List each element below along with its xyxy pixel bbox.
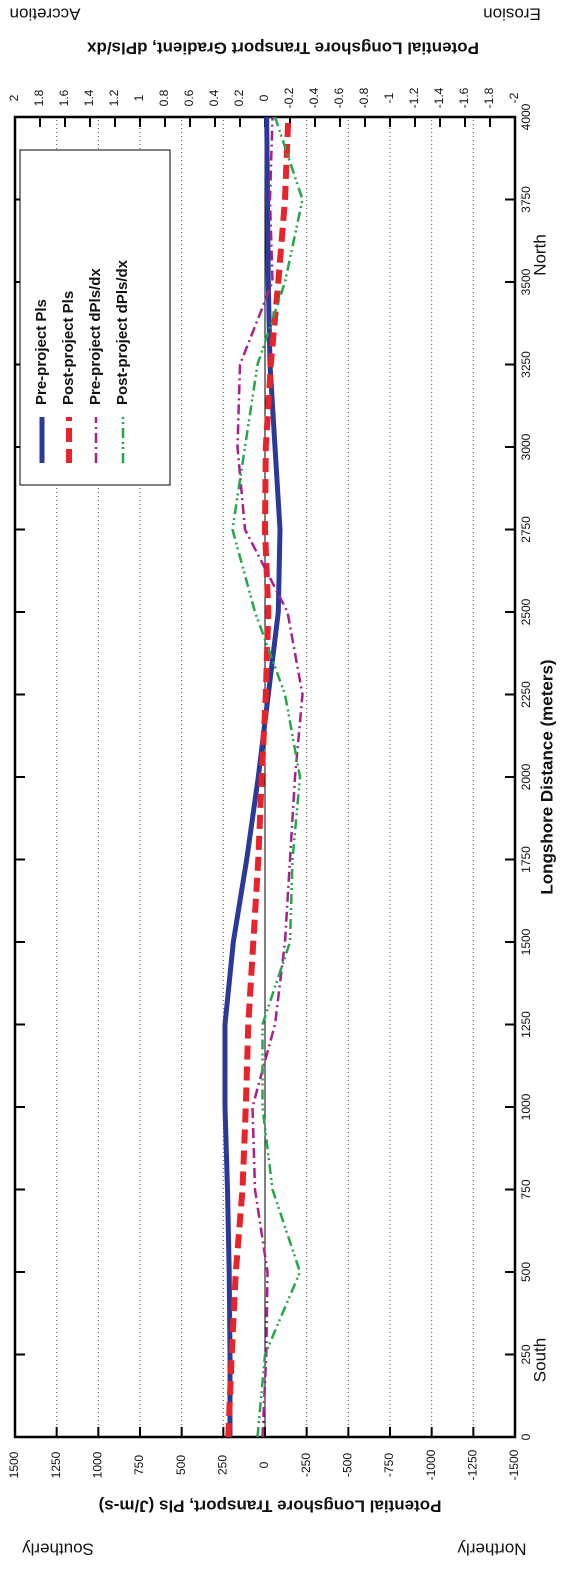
annotation: Accretion — [10, 5, 81, 24]
plot-border — [13, 115, 517, 1439]
annotation: Southerly — [22, 1540, 94, 1559]
y-tick-label: -250 — [299, 1453, 313, 1477]
y2-tick-label: 1.8 — [32, 89, 46, 106]
x-tick-label: 250 — [519, 1344, 533, 1364]
y2-tick-label: 0 — [257, 94, 271, 101]
y2-tick-label: 0.8 — [157, 89, 171, 106]
y2-tick-label: -1.4 — [432, 87, 446, 108]
legend-box — [19, 149, 171, 486]
y-tick-label: 0 — [257, 1461, 271, 1468]
x-axis-title: Longshore Distance (meters) — [537, 659, 556, 894]
y-tick-label: -750 — [382, 1453, 396, 1477]
series-line — [231, 116, 304, 1438]
y-tick-label: 500 — [174, 1455, 188, 1475]
y-tick-label: -1250 — [466, 1449, 480, 1480]
plot-frame: 1500 1250 1000 750 500 250 0 -250 -500 -750 -1000-… — [7, 87, 556, 1480]
x-tick-label: 3000 — [519, 433, 533, 460]
y-axis-title: Potential Longshore Transport, Pls (J/m-… — [99, 1497, 442, 1516]
y2-tick-label: -0.2 — [282, 87, 296, 108]
x-tick-label: 0 — [519, 1433, 533, 1440]
y-tick-label: -1500 — [507, 1449, 521, 1480]
x-tick-label: 1250 — [519, 1011, 533, 1038]
x-tick-label: 2500 — [519, 598, 533, 625]
y-tick-label: -500 — [341, 1453, 355, 1477]
y-tick-label: -1000 — [424, 1449, 438, 1480]
x-tick-label: 500 — [519, 1262, 533, 1282]
y2-tick-label: -1.2 — [407, 87, 421, 108]
x-tick-label: 2250 — [519, 681, 533, 708]
annotation: Northerly — [457, 1540, 526, 1559]
x-tick-label: 2000 — [519, 763, 533, 790]
y2-tick-label: 0.6 — [182, 89, 196, 106]
annotation: North — [530, 234, 549, 276]
y2-tick-label: -0.4 — [307, 87, 321, 108]
y-tick-label: 1000 — [91, 1451, 105, 1478]
y2-tick-label: 1 — [132, 94, 146, 101]
y2-tick-label: -1.6 — [457, 87, 471, 108]
y-tick-label: 250 — [216, 1455, 230, 1475]
y2-tick-label: 2 — [7, 94, 21, 101]
y2-tick-label: -1.8 — [482, 87, 496, 108]
y2-tick-label: 1.2 — [107, 89, 121, 106]
y-tick-label: 1250 — [49, 1451, 63, 1478]
y2-tick-label: 1.4 — [82, 89, 96, 106]
annotation: South — [530, 1338, 549, 1382]
x-tick-label: 1000 — [519, 1093, 533, 1120]
annotation: Erosion — [483, 5, 541, 24]
x-tick-label: 2750 — [519, 516, 533, 543]
y2-tick-label: -0.8 — [357, 87, 371, 108]
y2-tick-label: 0.2 — [232, 89, 246, 106]
series-line — [225, 116, 292, 1438]
y2-tick-label: -2 — [507, 92, 521, 103]
y2-axis-title: Potential Longshore Transport Gradient, … — [86, 39, 479, 58]
x-tick-label: 750 — [519, 1179, 533, 1199]
series-line — [236, 116, 304, 1438]
series-line — [222, 116, 283, 1437]
x-tick-label: 4000 — [519, 103, 533, 130]
legend-label: Pre-project Pls — [33, 299, 50, 405]
y-tick-label: 1500 — [7, 1451, 21, 1478]
legend-label: Post-project Pls — [60, 291, 77, 405]
x-tick-label: 1500 — [519, 928, 533, 955]
y2-tick-label: -0.6 — [332, 87, 346, 108]
y-tick-label: 750 — [132, 1455, 146, 1475]
x-tick-label: 3500 — [519, 268, 533, 295]
x-tick-label: 1750 — [519, 846, 533, 873]
y2-tick-label: -1 — [382, 92, 396, 103]
x-tick-label: 3250 — [519, 351, 533, 378]
x-tick-label: 3750 — [519, 186, 533, 213]
legend-label: Post-project dPls/dx — [114, 259, 131, 405]
y2-tick-label: 0.4 — [207, 89, 221, 106]
legend-label: Pre-project dPls/dx — [87, 268, 104, 405]
y2-tick-label: 1.6 — [57, 89, 71, 106]
